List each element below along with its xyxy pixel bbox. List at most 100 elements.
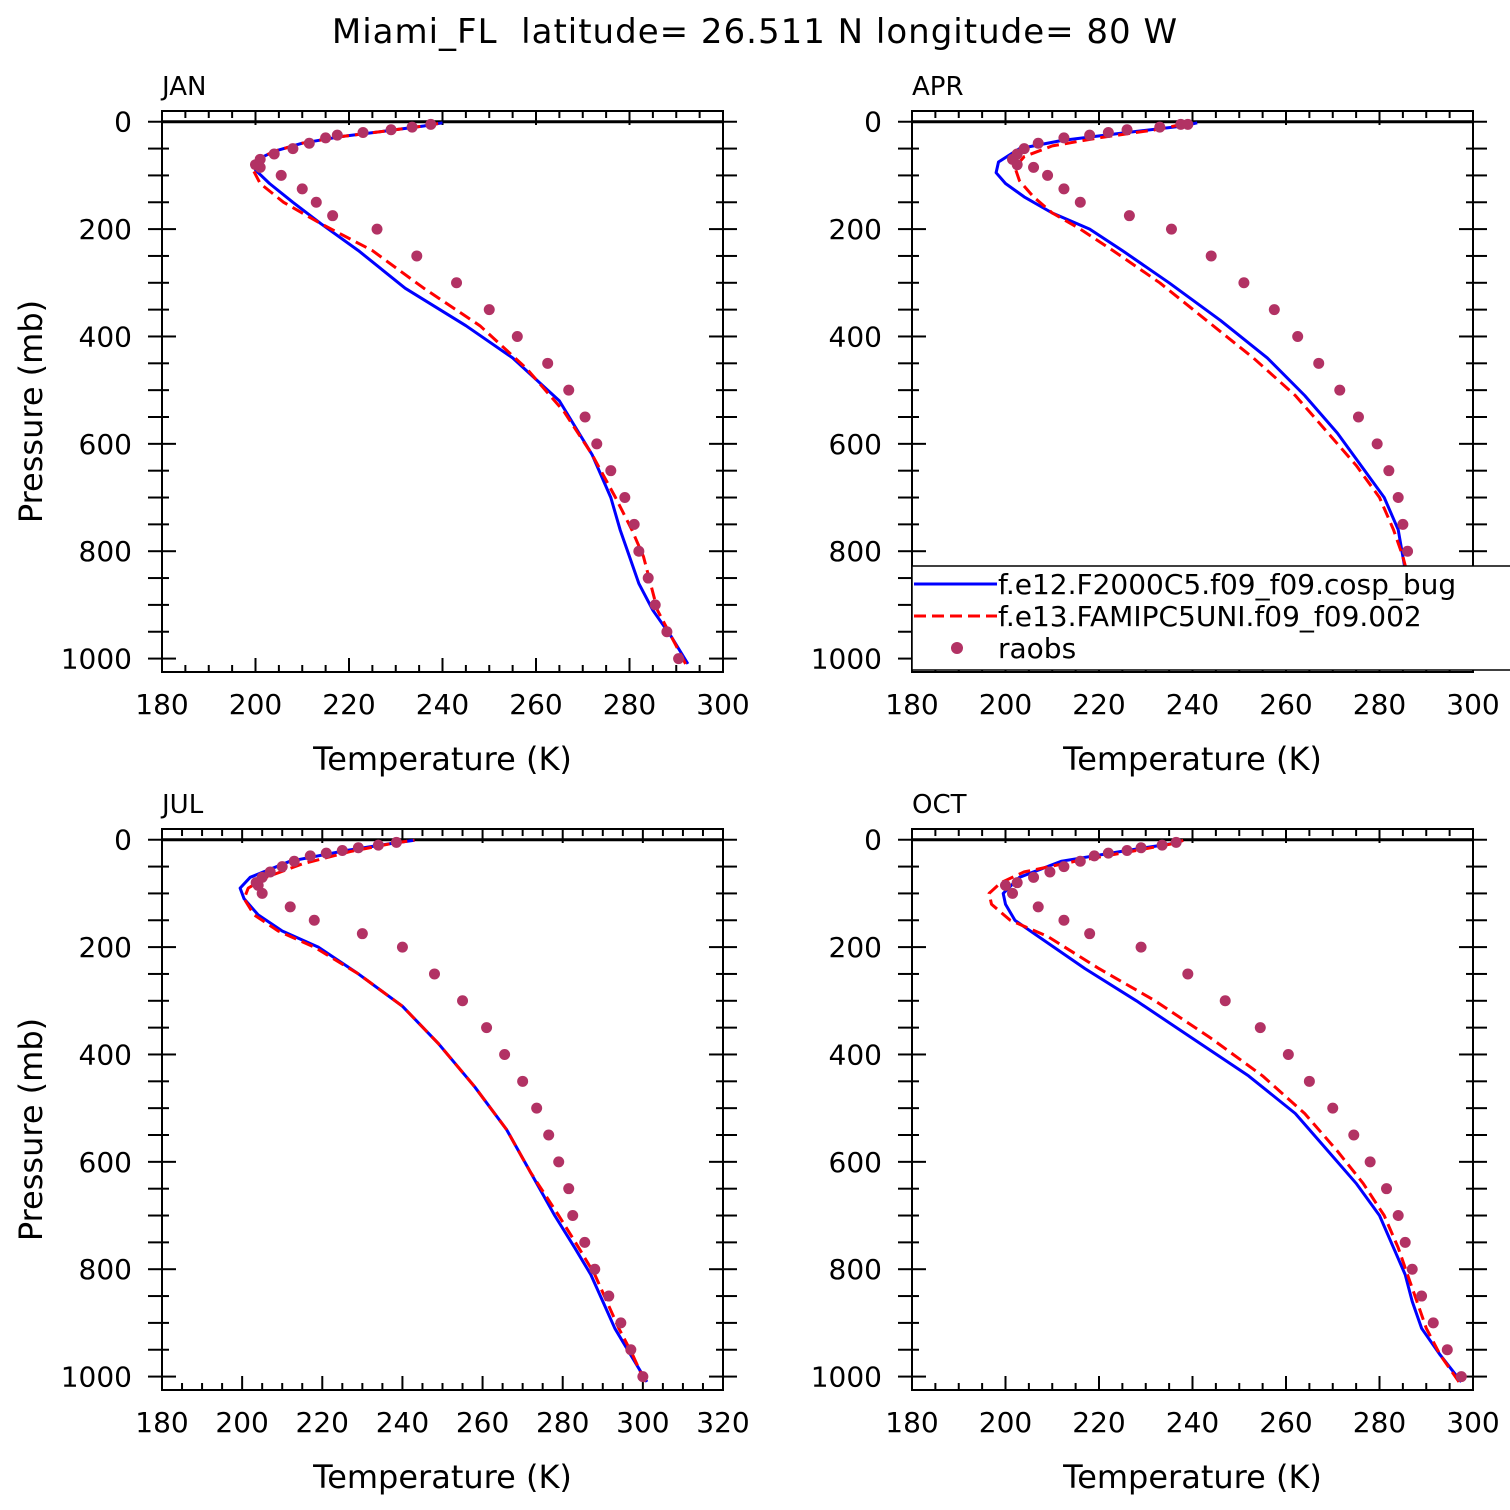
raobs-point — [425, 118, 437, 130]
raobs-point — [628, 518, 640, 530]
panel-jul: 180 200 220 240 260 280 300 320 0 200 400 600 800 100… — [12, 790, 750, 1496]
panel-apr: 180 200 220 240 260 280 300 0 200 400 600 800 1000 AP… — [811, 72, 1510, 778]
raobs-point — [499, 1048, 511, 1060]
raobs-point — [1182, 968, 1194, 980]
panel-title: JAN — [160, 72, 206, 102]
raobs-point — [1182, 118, 1194, 130]
x-tick-label: 180 — [135, 1406, 188, 1439]
series-group — [987, 836, 1467, 1383]
raobs-point — [1416, 1290, 1428, 1302]
raobs-point — [543, 1129, 555, 1141]
y-tick-label: 800 — [79, 1253, 132, 1286]
x-tick-label: 320 — [696, 1406, 749, 1439]
raobs-point — [1032, 137, 1044, 149]
raobs-point — [1292, 330, 1304, 342]
model1-line — [238, 838, 649, 1383]
raobs-point — [372, 839, 384, 851]
raobs-point — [406, 121, 418, 133]
y-tick-label: 600 — [829, 428, 882, 461]
raobs-point — [1007, 887, 1019, 899]
raobs-point — [553, 1156, 565, 1168]
panel-oct: 180 200 220 240 260 280 300 0 200 400 600 800 1000 OC… — [811, 790, 1500, 1496]
raobs-point — [1123, 210, 1135, 222]
raobs-point — [411, 250, 423, 262]
raobs-point — [1058, 861, 1070, 873]
raobs-point — [1238, 277, 1250, 289]
raobs-point — [1028, 161, 1040, 173]
x-tick-label: 240 — [416, 688, 469, 721]
x-tick-label: 180 — [885, 688, 938, 721]
raobs-point — [673, 653, 685, 665]
raobs-point — [428, 968, 440, 980]
raobs-point — [1032, 901, 1044, 913]
raobs-point — [661, 626, 673, 638]
raobs-point — [579, 1236, 591, 1248]
y-tick-label: 800 — [79, 535, 132, 568]
raobs-point — [1348, 1129, 1360, 1141]
raobs-point — [531, 1102, 543, 1114]
raobs-point — [1028, 871, 1040, 883]
raobs-point — [396, 941, 408, 953]
raobs-point — [1327, 1102, 1339, 1114]
raobs-point — [1364, 1156, 1376, 1168]
raobs-point — [303, 137, 315, 149]
y-tick-label: 400 — [829, 1038, 882, 1071]
x-tick-label: 280 — [603, 688, 656, 721]
y-tick-label: 200 — [79, 931, 132, 964]
raobs-point — [284, 901, 296, 913]
raobs-point — [1102, 126, 1114, 138]
raobs-point — [1058, 183, 1070, 195]
raobs-point — [1088, 850, 1100, 862]
y-tick-label: 600 — [79, 1146, 132, 1179]
raobs-point — [254, 153, 266, 165]
raobs-point — [1352, 411, 1364, 423]
raobs-point — [579, 411, 591, 423]
raobs-point — [268, 148, 280, 160]
raobs-point — [563, 1183, 575, 1195]
raobs-point — [1392, 492, 1404, 504]
y-tick-label: 800 — [829, 1253, 882, 1286]
raobs-point — [336, 844, 348, 856]
raobs-point — [1402, 545, 1414, 557]
raobs-point — [1334, 384, 1346, 396]
x-axis-label: Temperature (K) — [312, 740, 572, 778]
x-tick-label: 240 — [1166, 1406, 1219, 1439]
raobs-point — [1011, 877, 1023, 889]
raobs-point — [1135, 842, 1147, 854]
panel-jan: 180 200 220 240 260 280 300 0 200 400 600 800 1000 JA… — [12, 72, 750, 778]
y-tick-label: 200 — [829, 213, 882, 246]
raobs-point — [1441, 1344, 1453, 1356]
raobs-point — [287, 143, 299, 155]
figure-title: Miami_FL latitude= 26.511 N longitude= 8… — [331, 12, 1179, 52]
raobs-point — [1156, 839, 1168, 851]
y-tick-label: 400 — [829, 320, 882, 353]
raobs-point — [615, 1317, 627, 1329]
raobs-point — [625, 1344, 637, 1356]
raobs-point — [1074, 855, 1086, 867]
raobs-point — [1121, 844, 1133, 856]
raobs-point — [1455, 1371, 1467, 1383]
raobs-point — [511, 330, 523, 342]
raobs-point — [256, 871, 268, 883]
x-tick-label: 260 — [1259, 1406, 1312, 1439]
x-tick-label: 220 — [1072, 1406, 1125, 1439]
y-axis-label: Pressure (mb) — [12, 300, 50, 523]
raobs-point — [481, 1022, 493, 1034]
raobs-point — [589, 1263, 601, 1275]
raobs-point — [1406, 1263, 1418, 1275]
y-tick-label: 400 — [79, 320, 132, 353]
y-tick-label: 0 — [114, 824, 132, 857]
raobs-point — [1000, 879, 1011, 891]
panel-title: OCT — [912, 790, 967, 820]
raobs-point — [457, 995, 469, 1007]
raobs-point — [1383, 465, 1395, 477]
model2-line — [1013, 121, 1456, 665]
raobs-point — [1102, 847, 1114, 859]
y-tick-label: 800 — [829, 535, 882, 568]
raobs-point — [1392, 1210, 1404, 1222]
y-tick-label: 1000 — [61, 643, 132, 676]
raobs-point — [327, 210, 339, 222]
plot-frame — [161, 828, 724, 1391]
raobs-point — [542, 357, 554, 369]
raobs-point — [310, 196, 322, 208]
